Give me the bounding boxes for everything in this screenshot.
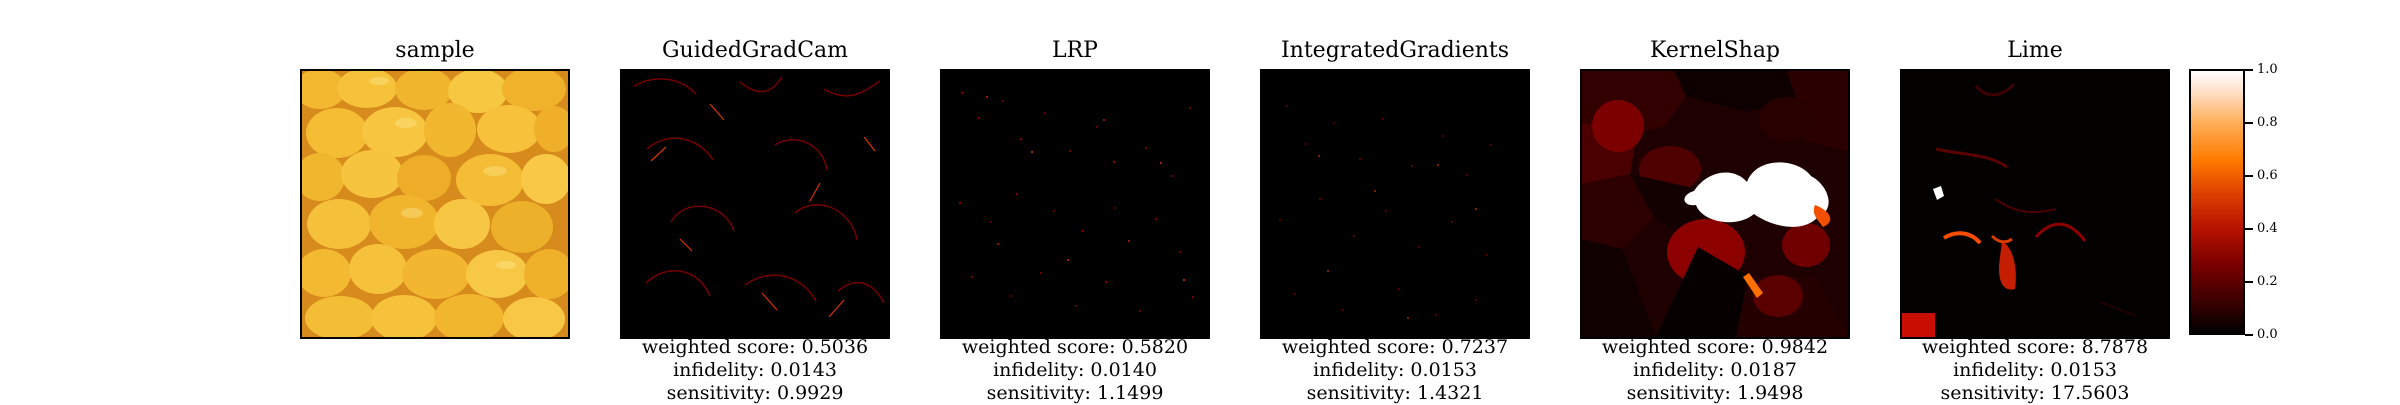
metric-weighted-score: weighted score: 0.5036 <box>641 336 869 358</box>
colorbar-tick: 0.2 <box>2245 272 2305 292</box>
panel-guidedgradcam: GuidedGradCam <box>620 0 890 404</box>
metric-infidelity: infidelity: 0.0187 <box>1633 359 1797 381</box>
sample-image <box>300 69 570 339</box>
tick-label: 0.4 <box>2257 221 2278 236</box>
tick-mark <box>2245 334 2253 336</box>
lemons-image <box>302 71 568 337</box>
lime-segment-heatmap <box>1902 71 2168 337</box>
metrics-kernelshap: weighted score: 0.9842 infidelity: 0.018… <box>1550 336 1880 405</box>
metric-weighted-score: weighted score: 8.7878 <box>1921 336 2149 358</box>
metrics-lrp: weighted score: 0.5820 infidelity: 0.014… <box>910 336 1240 405</box>
metric-sensitivity: sensitivity: 0.9929 <box>666 382 844 404</box>
sparse-edge-heatmap <box>622 71 888 337</box>
panel-sample: sample <box>300 0 570 400</box>
tick-mark <box>2245 228 2253 230</box>
tick-label: 0.0 <box>2257 327 2278 342</box>
colorbar-axis: 0.0 0.2 0.4 0.6 0.8 1.0 <box>2245 62 2305 342</box>
panel-lime: Lime weighted score: 8.7878 infidelity: … <box>1900 0 2170 404</box>
panel-title: sample <box>395 38 475 63</box>
panel-kernelshap: KernelShap <box>1580 0 1850 404</box>
metric-weighted-score: weighted score: 0.7237 <box>1281 336 1509 358</box>
colorbar-tick: 0.4 <box>2245 219 2305 239</box>
tick-label: 0.2 <box>2257 274 2278 289</box>
colorbar-tick: 0.6 <box>2245 166 2305 186</box>
heatmap-integratedgradients <box>1260 69 1530 339</box>
metric-sensitivity: sensitivity: 17.5603 <box>1940 382 2130 404</box>
metric-sensitivity: sensitivity: 1.9498 <box>1626 382 1804 404</box>
panel-integratedgradients: IntegratedGradients w <box>1260 0 1530 404</box>
fine-noise-heatmap <box>1262 71 1528 337</box>
metric-infidelity: infidelity: 0.0143 <box>673 359 837 381</box>
dotted-relevance-heatmap <box>942 71 1208 337</box>
superpixel-heatmap <box>1582 71 1848 337</box>
tick-label: 0.6 <box>2257 168 2278 183</box>
metric-infidelity: infidelity: 0.0153 <box>1313 359 1477 381</box>
tick-mark <box>2245 281 2253 283</box>
lemon-cluster <box>302 71 568 337</box>
panel-lrp: LRP <box>940 0 1210 404</box>
colorbar-tick: 0.8 <box>2245 113 2305 133</box>
tick-label: 1.0 <box>2257 62 2278 77</box>
colorbar-tick: 0.0 <box>2245 325 2305 345</box>
metric-weighted-score: weighted score: 0.9842 <box>1601 336 1829 358</box>
metric-infidelity: infidelity: 0.0140 <box>993 359 1157 381</box>
heatmap-colorbar <box>2189 69 2245 335</box>
heatmap-guidedgradcam <box>620 69 890 339</box>
panel-title: KernelShap <box>1649 38 1781 63</box>
tick-mark <box>2245 69 2253 71</box>
tick-mark <box>2245 122 2253 124</box>
tick-mark <box>2245 175 2253 177</box>
heatmap-lime <box>1900 69 2170 339</box>
metrics-guidedgradcam: weighted score: 0.5036 infidelity: 0.014… <box>590 336 920 405</box>
metrics-integratedgradients: weighted score: 0.7237 infidelity: 0.015… <box>1230 336 1560 405</box>
panel-title: GuidedGradCam <box>661 38 849 63</box>
metric-weighted-score: weighted score: 0.5820 <box>961 336 1189 358</box>
panel-title: IntegratedGradients <box>1280 38 1510 63</box>
tick-label: 0.8 <box>2257 115 2278 130</box>
metric-sensitivity: sensitivity: 1.4321 <box>1306 382 1484 404</box>
panel-title: LRP <box>1052 38 1098 63</box>
heatmap-kernelshap <box>1580 69 1850 339</box>
metric-infidelity: infidelity: 0.0153 <box>1953 359 2117 381</box>
heatmap-lrp <box>940 69 1210 339</box>
colorbar-tick: 1.0 <box>2245 60 2305 80</box>
metric-sensitivity: sensitivity: 1.1499 <box>986 382 1164 404</box>
metrics-lime: weighted score: 8.7878 infidelity: 0.015… <box>1870 336 2200 405</box>
panel-title: Lime <box>2007 38 2063 63</box>
